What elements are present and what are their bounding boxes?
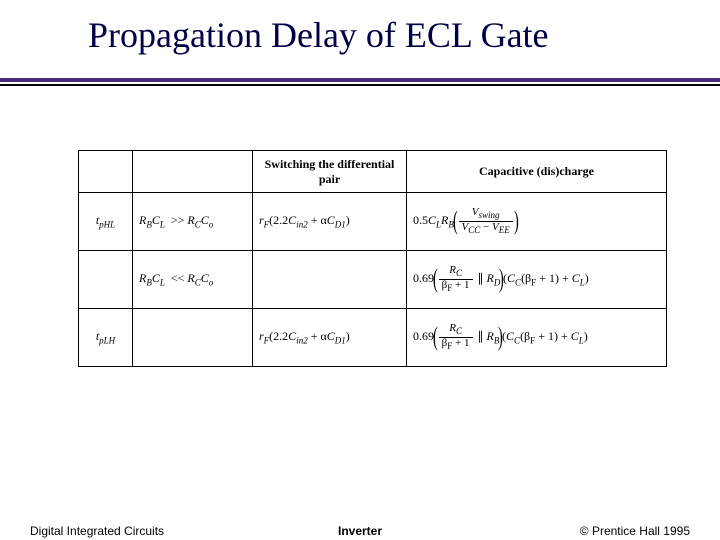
table-row: tpHL RBCL >> RCCo rF(2.2Cin2 + αCD1) 0.5… [79, 193, 667, 251]
table-row: tpLH rF(2.2Cin2 + αCD1) 0.69(RCβF + 1 ∥ … [79, 309, 667, 367]
col-header-capacitive: Capacitive (dis)charge [407, 151, 667, 193]
row-label [79, 251, 133, 309]
row-capacitive: 0.69(RCβF + 1 ∥ RB)(CC(βF + 1) + CL) [407, 309, 667, 367]
delay-table: Switching the differential pair Capaciti… [78, 150, 666, 367]
title-divider [0, 78, 720, 86]
row-label: tpHL [79, 193, 133, 251]
col-header-2 [133, 151, 253, 193]
row-switching: rF(2.2Cin2 + αCD1) [253, 193, 407, 251]
col-header-switching: Switching the differential pair [253, 151, 407, 193]
row-switching [253, 251, 407, 309]
table-row: RBCL << RCCo 0.69(RCβF + 1 ∥ RD)(CC(βF +… [79, 251, 667, 309]
page-title: Propagation Delay of ECL Gate [0, 0, 720, 56]
row-capacitive: 0.5CLRB(VswingVCC − VEE) [407, 193, 667, 251]
row-condition: RBCL >> RCCo [133, 193, 253, 251]
row-switching: rF(2.2Cin2 + αCD1) [253, 309, 407, 367]
slide: Propagation Delay of ECL Gate Switching … [0, 0, 720, 540]
row-capacitive: 0.69(RCβF + 1 ∥ RD)(CC(βF + 1) + CL) [407, 251, 667, 309]
footer-right: © Prentice Hall 1995 [580, 524, 690, 538]
col-header-1 [79, 151, 133, 193]
row-condition [133, 309, 253, 367]
table-header-row: Switching the differential pair Capaciti… [79, 151, 667, 193]
row-condition: RBCL << RCCo [133, 251, 253, 309]
row-label: tpLH [79, 309, 133, 367]
